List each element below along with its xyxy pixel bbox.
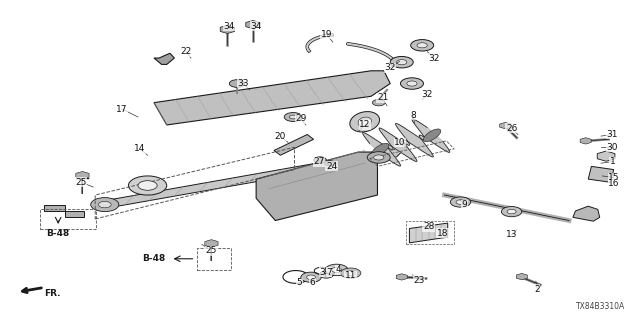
- Circle shape: [314, 157, 326, 163]
- Circle shape: [507, 209, 516, 214]
- Circle shape: [372, 100, 385, 106]
- Text: 27: 27: [313, 157, 324, 166]
- Text: 20: 20: [275, 132, 286, 140]
- Text: 32: 32: [428, 53, 440, 62]
- Ellipse shape: [423, 129, 441, 142]
- Text: 7: 7: [326, 268, 332, 277]
- Bar: [406, 220, 454, 244]
- Ellipse shape: [371, 143, 389, 156]
- Polygon shape: [363, 119, 450, 166]
- Circle shape: [284, 113, 302, 122]
- Circle shape: [367, 152, 390, 163]
- Text: 26: 26: [506, 124, 517, 132]
- Text: B-48: B-48: [47, 229, 70, 238]
- Text: 18: 18: [437, 229, 449, 238]
- Text: 9: 9: [461, 200, 467, 209]
- Polygon shape: [44, 204, 84, 217]
- Text: 30: 30: [607, 143, 618, 152]
- Text: 23: 23: [413, 276, 425, 285]
- Text: 1: 1: [610, 157, 615, 166]
- Circle shape: [346, 271, 355, 275]
- Circle shape: [229, 80, 244, 87]
- Circle shape: [401, 78, 424, 89]
- Circle shape: [325, 264, 348, 276]
- Ellipse shape: [358, 117, 371, 126]
- Circle shape: [374, 155, 384, 160]
- Circle shape: [340, 268, 361, 278]
- Circle shape: [390, 56, 413, 68]
- Text: 2: 2: [534, 284, 540, 293]
- Circle shape: [138, 181, 157, 190]
- Text: 8: 8: [410, 111, 416, 120]
- Circle shape: [324, 161, 335, 166]
- Circle shape: [99, 201, 111, 208]
- Polygon shape: [274, 134, 314, 155]
- Polygon shape: [573, 206, 600, 221]
- Text: 12: 12: [359, 120, 371, 130]
- Polygon shape: [154, 53, 174, 64]
- Text: 34: 34: [223, 22, 235, 31]
- Polygon shape: [100, 147, 406, 209]
- Text: 32: 32: [422, 90, 433, 99]
- Text: 28: 28: [423, 222, 435, 231]
- Text: FR.: FR.: [44, 289, 61, 298]
- Text: 32: 32: [385, 63, 396, 72]
- Text: 31: 31: [607, 130, 618, 139]
- Circle shape: [411, 40, 434, 51]
- Text: 22: 22: [180, 47, 191, 56]
- Text: 21: 21: [377, 93, 388, 102]
- Circle shape: [451, 197, 470, 207]
- Circle shape: [456, 200, 465, 204]
- Text: 13: 13: [506, 230, 517, 239]
- Polygon shape: [154, 71, 390, 125]
- Text: 10: 10: [394, 138, 406, 147]
- Text: 19: 19: [321, 30, 332, 39]
- Text: 11: 11: [345, 271, 356, 280]
- Text: 15: 15: [608, 173, 620, 182]
- Text: 14: 14: [134, 144, 145, 153]
- Circle shape: [307, 275, 316, 279]
- Circle shape: [91, 197, 119, 212]
- Circle shape: [501, 206, 522, 217]
- Polygon shape: [410, 223, 448, 243]
- Circle shape: [407, 81, 417, 86]
- Text: 17: 17: [116, 105, 128, 114]
- Polygon shape: [588, 166, 614, 182]
- Text: 16: 16: [608, 180, 620, 188]
- Text: 5: 5: [297, 278, 303, 287]
- Text: B-48: B-48: [142, 254, 166, 263]
- Text: 6: 6: [310, 278, 316, 287]
- Text: TX84B3310A: TX84B3310A: [576, 302, 625, 311]
- Text: 4: 4: [335, 265, 340, 275]
- Text: 3: 3: [319, 268, 324, 277]
- Circle shape: [319, 271, 333, 278]
- Polygon shape: [256, 152, 378, 220]
- Text: 25: 25: [76, 178, 87, 187]
- Text: 24: 24: [326, 162, 337, 171]
- Text: 29: 29: [295, 114, 307, 123]
- Circle shape: [289, 115, 297, 119]
- Circle shape: [417, 43, 428, 48]
- Text: 25: 25: [205, 246, 217, 255]
- Circle shape: [397, 60, 407, 65]
- Ellipse shape: [350, 112, 380, 132]
- Circle shape: [332, 268, 342, 272]
- Circle shape: [301, 272, 321, 282]
- Bar: [197, 248, 230, 270]
- Circle shape: [129, 176, 167, 195]
- Text: 33: 33: [237, 79, 249, 88]
- Text: 34: 34: [250, 22, 262, 31]
- Bar: [40, 209, 97, 228]
